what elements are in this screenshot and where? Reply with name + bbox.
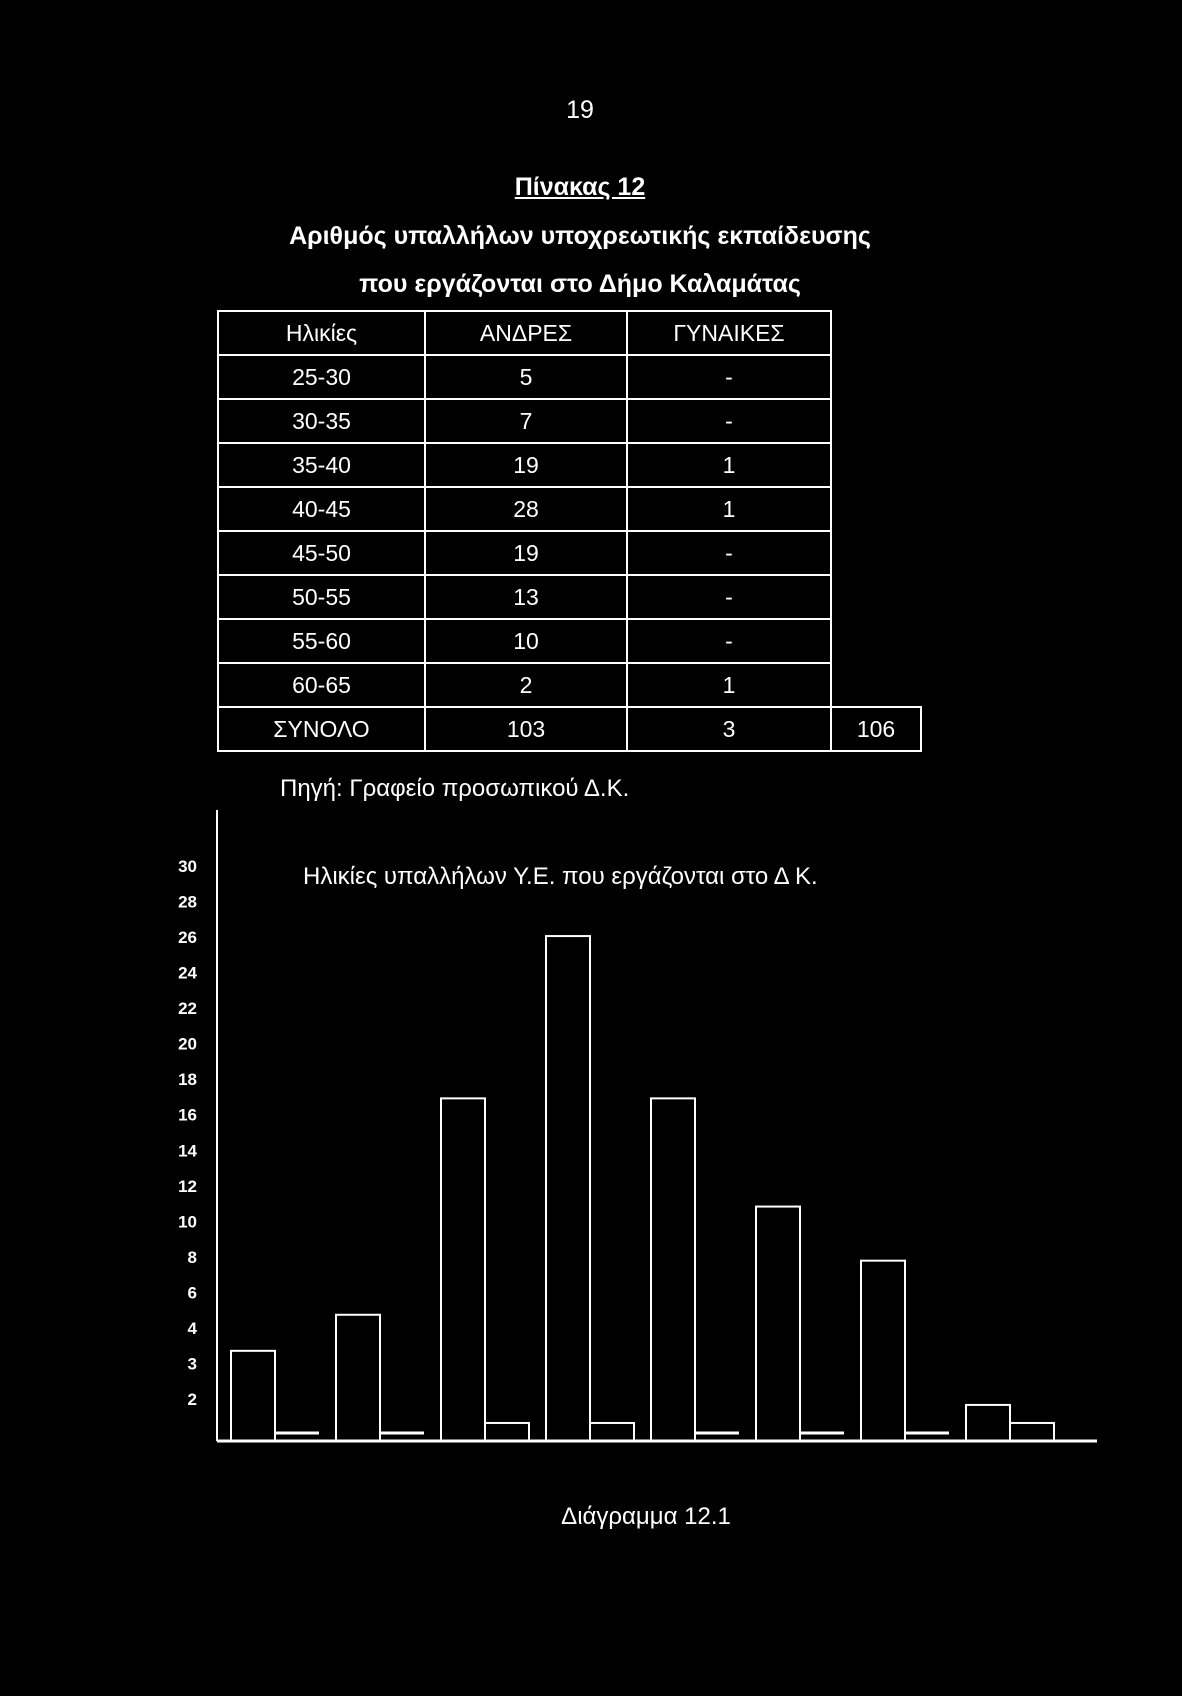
bar-men bbox=[440, 1097, 486, 1443]
table-row: 55-60 10 - bbox=[217, 618, 921, 664]
y-tick-label: 24 bbox=[178, 964, 197, 983]
bar-women bbox=[589, 1421, 635, 1443]
age-cell: 40-45 bbox=[217, 486, 426, 532]
table-row: 60-65 2 1 bbox=[217, 662, 921, 708]
bar-men bbox=[965, 1403, 1011, 1443]
y-tick-label: 6 bbox=[188, 1283, 197, 1302]
men-cell: 10 bbox=[424, 618, 628, 664]
age-cell: 55-60 bbox=[217, 618, 426, 664]
y-tick-label: 28 bbox=[178, 893, 197, 912]
subtitle-line-2: που εργάζονται στο Δήμο Καλαμάτας bbox=[359, 270, 801, 298]
table-row: 25-30 5 - bbox=[217, 354, 921, 400]
age-cell: 35-40 bbox=[217, 442, 426, 488]
age-cell: 60-65 bbox=[217, 662, 426, 708]
table-source: Πηγή: Γραφείο προσωπικού Δ.Κ. bbox=[280, 775, 630, 802]
table-total-row: ΣΥΝΟΛΟ 103 3 106 bbox=[217, 706, 922, 752]
chart-title: Ηλικίες υπαλλήλων Υ.Ε. που εργάζονται στ… bbox=[303, 863, 818, 890]
men-cell: 19 bbox=[424, 530, 628, 576]
bar-men bbox=[545, 935, 591, 1442]
bar-men bbox=[230, 1349, 276, 1443]
y-tick-label: 22 bbox=[178, 999, 197, 1018]
bar-women bbox=[1009, 1421, 1055, 1443]
women-cell: - bbox=[626, 618, 832, 664]
y-tick-label: 18 bbox=[178, 1070, 197, 1089]
total-label-cell: ΣΥΝΟΛΟ bbox=[217, 706, 426, 752]
men-cell: 28 bbox=[424, 486, 628, 532]
men-cell: 13 bbox=[424, 574, 628, 620]
table-row: 30-35 7 - bbox=[217, 398, 921, 444]
men-cell: 7 bbox=[424, 398, 628, 444]
table-row: 35-40 19 1 bbox=[217, 442, 921, 488]
y-tick-label: 20 bbox=[178, 1035, 197, 1054]
header-cell: ΓΥΝΑΙΚΕΣ bbox=[626, 310, 832, 356]
bar-men bbox=[335, 1313, 381, 1443]
y-tick-label: 8 bbox=[188, 1248, 197, 1267]
men-cell: 2 bbox=[424, 662, 628, 708]
y-tick-label: 16 bbox=[178, 1106, 197, 1125]
women-cell: 1 bbox=[626, 442, 832, 488]
y-tick-label: 3 bbox=[188, 1354, 197, 1373]
women-cell: - bbox=[626, 354, 832, 400]
bar-women bbox=[484, 1421, 530, 1443]
y-tick-label: 12 bbox=[178, 1177, 197, 1196]
table-row: 45-50 19 - bbox=[217, 530, 921, 576]
header-cell: Ηλικίες bbox=[217, 310, 426, 356]
header-cell: ΑΝΔΡΕΣ bbox=[424, 310, 628, 356]
table-title: Πίνακας 12 bbox=[514, 173, 646, 201]
women-cell: - bbox=[626, 574, 832, 620]
y-tick-label: 26 bbox=[178, 928, 197, 947]
total-women-cell: 3 bbox=[626, 706, 832, 752]
age-cell: 50-55 bbox=[217, 574, 426, 620]
bar-men bbox=[860, 1259, 906, 1442]
age-cell: 25-30 bbox=[217, 354, 426, 400]
y-tick-label: 30 bbox=[178, 857, 197, 876]
women-cell: - bbox=[626, 398, 832, 444]
women-cell: 1 bbox=[626, 486, 832, 532]
age-cell: 45-50 bbox=[217, 530, 426, 576]
bar-men bbox=[650, 1097, 696, 1443]
table-header-row: Ηλικίες ΑΝΔΡΕΣ ΓΥΝΑΙΚΕΣ bbox=[217, 310, 921, 356]
men-cell: 19 bbox=[424, 442, 628, 488]
y-tick-label: 2 bbox=[188, 1390, 197, 1409]
grand-total-cell: 106 bbox=[830, 706, 922, 752]
men-cell: 5 bbox=[424, 354, 628, 400]
page-number: 19 bbox=[566, 96, 594, 124]
age-cell: 30-35 bbox=[217, 398, 426, 444]
subtitle-line-1: Αριθμός υπαλλήλων υποχρεωτικής εκπαίδευσ… bbox=[289, 222, 871, 250]
y-tick-label: 14 bbox=[178, 1141, 197, 1160]
y-tick-label: 10 bbox=[178, 1212, 197, 1231]
total-men-cell: 103 bbox=[424, 706, 628, 752]
chart-caption: Διάγραμμα 12.1 bbox=[561, 1503, 731, 1530]
y-tick-label: 4 bbox=[188, 1319, 198, 1338]
employees-table: Ηλικίες ΑΝΔΡΕΣ ΓΥΝΑΙΚΕΣ 25-30 5 - 30-35 … bbox=[217, 310, 922, 752]
table-row: 40-45 28 1 bbox=[217, 486, 921, 532]
women-cell: 1 bbox=[626, 662, 832, 708]
women-cell: - bbox=[626, 530, 832, 576]
bar-men bbox=[755, 1205, 801, 1442]
table-row: 50-55 13 - bbox=[217, 574, 921, 620]
